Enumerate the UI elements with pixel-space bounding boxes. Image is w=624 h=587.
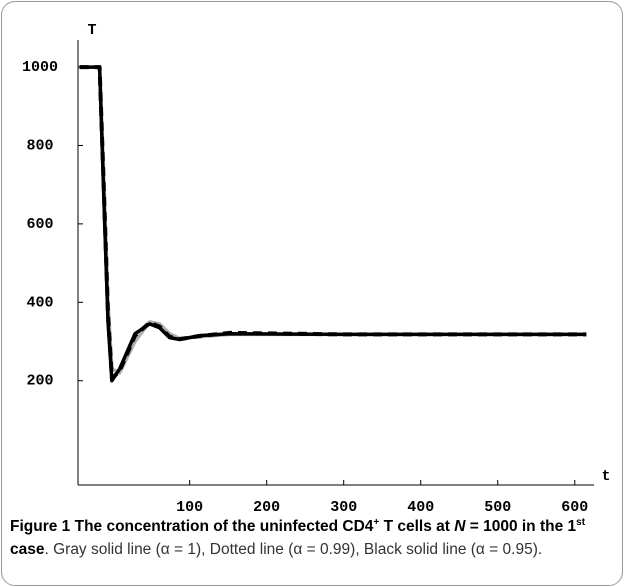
y-tick-label: 400 (26, 294, 53, 311)
x-tick-label: 500 (484, 499, 511, 515)
caption-title: T cells at (379, 518, 455, 535)
y-tick-label: 600 (26, 216, 53, 233)
x-tick-label: 600 (561, 499, 588, 515)
caption-title: Figure 1 The concentration of the uninfe… (10, 518, 374, 535)
caption-title: = 1000 in the 1 (465, 518, 577, 535)
caption: Figure 1 The concentration of the uninfe… (10, 516, 616, 561)
x-tick-label: 100 (176, 499, 203, 515)
y-tick-label: 1000 (22, 59, 58, 76)
x-tick-label: 300 (330, 499, 357, 515)
caption-title: case (10, 540, 45, 558)
x-axis-label: t (601, 468, 610, 485)
x-tick-label: 400 (407, 499, 434, 515)
caption-sup: + (373, 516, 380, 528)
series-line (79, 65, 587, 381)
caption-sup: st (576, 516, 586, 528)
y-axis-label: T (87, 22, 96, 39)
y-tick-label: 200 (26, 373, 53, 390)
caption-text: . Gray solid line (α = 1), Dotted line (… (44, 540, 543, 558)
chart: T t 200 400 600 800 1000 100 200 300 400 500 600 (22, 22, 611, 515)
caption-symbol: N (454, 518, 466, 535)
x-tick-label: 200 (253, 499, 280, 515)
y-tick-label: 800 (26, 137, 53, 154)
